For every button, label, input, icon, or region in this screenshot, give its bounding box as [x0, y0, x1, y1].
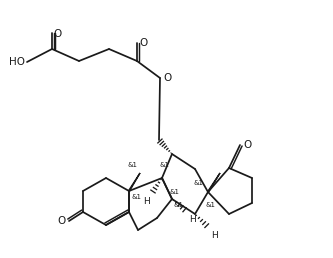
Text: O: O [163, 73, 171, 83]
Text: &1: &1 [206, 202, 216, 208]
Text: &1: &1 [160, 162, 170, 168]
Text: O: O [54, 29, 62, 39]
Text: &1: &1 [173, 202, 183, 208]
Text: H: H [144, 198, 151, 206]
Text: H: H [212, 231, 218, 240]
Text: &1: &1 [127, 162, 137, 168]
Text: HO: HO [9, 57, 25, 67]
Text: O: O [140, 38, 148, 48]
Polygon shape [129, 173, 140, 191]
Text: &1: &1 [193, 180, 203, 186]
Text: &1: &1 [132, 194, 142, 200]
Text: O: O [58, 216, 66, 226]
Polygon shape [207, 173, 220, 192]
Text: O: O [243, 140, 251, 150]
Text: H: H [189, 215, 196, 224]
Text: &1: &1 [170, 189, 180, 195]
